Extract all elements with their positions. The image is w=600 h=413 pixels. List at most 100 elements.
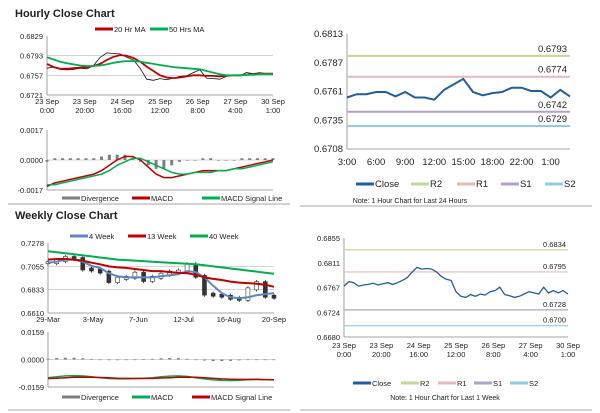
y-tick-label: 0.6757	[20, 71, 43, 80]
divergence-bar	[53, 158, 57, 160]
x-tick-label: 30 Sep	[556, 341, 580, 350]
x-tick-label: 23 Sep	[73, 97, 97, 106]
pivot1w-note: Note: 1 Hour Chart for Last 1 Week	[390, 395, 500, 402]
divergence-bar	[61, 158, 65, 160]
x-tick-label: 25 Sep	[148, 97, 172, 106]
divergence-bar	[89, 358, 93, 360]
level-label-r2: 0.6793	[538, 44, 567, 55]
signal-series	[47, 376, 275, 381]
pivot1w-legend-item: R1	[457, 379, 467, 388]
divergence-bar	[76, 158, 80, 160]
divergence-bar	[92, 158, 96, 160]
x-tick-label: 18:00	[481, 157, 505, 168]
divergence-bar	[107, 154, 111, 160]
level-label-r1: 0.6795	[543, 262, 566, 271]
divergence-bar	[224, 160, 228, 161]
x-tick-label: 12-Jul	[173, 315, 194, 324]
weekly-legend-item: 4 Week	[89, 232, 115, 241]
macd-series	[46, 155, 274, 188]
y-tick-label: 0.6793	[20, 52, 43, 61]
candle-body	[89, 267, 94, 272]
divergence-bar	[63, 357, 67, 360]
pivot24-legend-item: S2	[564, 179, 576, 190]
pivot24-legend-item: S1	[520, 179, 532, 190]
y-tick-label: 0.0017	[20, 126, 43, 135]
y-tick-label: 0.6761	[314, 87, 343, 98]
divergence-bar	[248, 158, 252, 160]
divergence-bar	[46, 358, 50, 360]
x-tick-label: 12:00	[447, 350, 466, 359]
x-tick-label: 3:00	[338, 157, 357, 168]
week40-series	[47, 250, 275, 275]
pivot24-legend-item: Close	[375, 179, 399, 190]
divergence-bar	[55, 358, 59, 360]
x-tick-label: 27 Sep	[223, 97, 247, 106]
x-tick-label: 1:00	[561, 350, 576, 359]
divergence-bar	[237, 359, 241, 361]
x-tick-label: 7-Jun	[129, 315, 148, 324]
divergence-bar	[271, 158, 275, 160]
divergence-bar	[124, 359, 128, 361]
candle-body	[80, 257, 86, 271]
divergence-bar	[202, 359, 206, 361]
divergence-bar	[194, 359, 198, 361]
y-tick-label: 0.6767	[317, 284, 340, 293]
divergence-bar	[45, 160, 49, 162]
divergence-bar	[107, 359, 111, 361]
level-label-r1: 0.6774	[538, 65, 567, 76]
x-tick-label: 16:00	[113, 106, 132, 115]
divergence-bar	[255, 359, 259, 361]
weekly-legend-item: 13 Week	[147, 232, 177, 241]
divergence-bar	[255, 158, 259, 160]
pivot1w-legend-item: Close	[372, 379, 391, 388]
x-tick-label: 4:00	[523, 350, 538, 359]
x-tick-label: 6:00	[367, 157, 386, 168]
close-series	[346, 77, 571, 101]
x-tick-label: 20:00	[372, 350, 391, 359]
x-tick-label: 24 Sep	[407, 341, 431, 350]
level-label-s2: 0.6700	[543, 316, 566, 325]
divergence-bar	[263, 158, 267, 160]
y-tick-label: 0.6735	[314, 115, 343, 126]
divergence-bar	[131, 158, 135, 160]
hourly-macd-legend-item: MACD	[151, 194, 174, 203]
y-tick-label: 0.6829	[20, 32, 43, 41]
candle-body	[106, 270, 112, 283]
candle-body	[245, 287, 251, 301]
x-tick-label: 3-May	[83, 315, 104, 324]
divergence-bar	[201, 158, 205, 160]
y-tick-label: 0.7055	[21, 262, 44, 271]
week4-series	[47, 258, 275, 300]
divergence-bar	[168, 357, 172, 360]
pivot24-legend-item: R2	[430, 179, 442, 190]
y-tick-label: 0.6721	[20, 91, 43, 100]
divergence-bar	[162, 160, 166, 169]
y-tick-label: 0.6787	[314, 58, 343, 69]
divergence-bar	[272, 359, 276, 361]
y-tick-label: 0.6680	[317, 333, 340, 342]
x-tick-label: 30 Sep	[261, 97, 285, 106]
y-tick-label: 0.0000	[21, 356, 44, 365]
candle-body	[210, 292, 216, 297]
pivot24-legend-item: R1	[476, 179, 488, 190]
y-tick-label: 0.6708	[314, 144, 343, 155]
week13-series	[47, 258, 275, 288]
pivot1w-legend-item: R2	[420, 379, 430, 388]
y-tick-label: -0.0017	[18, 186, 43, 195]
divergence-bar	[116, 359, 120, 361]
x-tick-label: 12:00	[151, 106, 170, 115]
x-tick-label: 0:00	[337, 350, 352, 359]
x-tick-label: 1:00	[541, 157, 560, 168]
hourly-macd-legend-item: MACD Signal Line	[221, 194, 282, 203]
y-tick-label: 0.0159	[21, 328, 44, 337]
x-tick-label: 27 Sep	[519, 341, 543, 350]
x-tick-label: 23 Sep	[332, 341, 356, 350]
divergence-bar	[72, 357, 76, 360]
y-tick-label: 0.7278	[21, 239, 44, 248]
close-series	[343, 266, 569, 299]
divergence-bar	[240, 158, 244, 160]
level-label-s1: 0.6728	[543, 300, 566, 309]
macd-series	[47, 374, 275, 382]
